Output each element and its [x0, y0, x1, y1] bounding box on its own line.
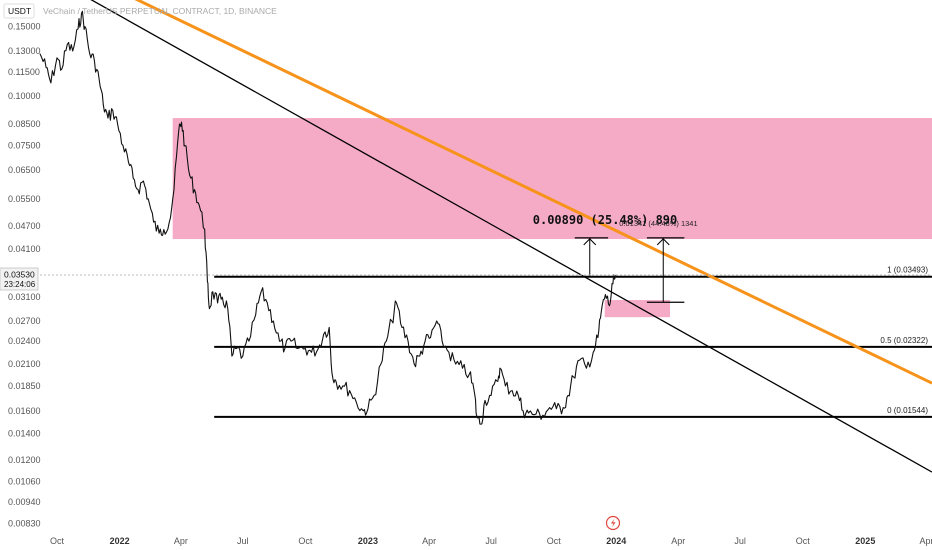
- trendline-1: [90, 0, 932, 473]
- measure-label-0: 0.00890 (25.48%) 890: [533, 213, 678, 227]
- measure-label-1: 0.01341 (44.48%) 1341: [619, 219, 697, 228]
- y-tick-13: 0.02100: [8, 359, 41, 369]
- y-tick-9: 0.04100: [8, 244, 41, 254]
- x-tick-1: 2022: [110, 536, 130, 546]
- currency-chip[interactable]: [3, 3, 35, 19]
- zones-layer: [172, 118, 932, 318]
- x-tick-6: Apr: [422, 536, 436, 546]
- x-axis: Oct 2022 Apr Jul Oct 2023 Apr Jul Oct 2024 Apr Jul O…: [50, 536, 932, 546]
- measure-arrow-0: [583, 238, 597, 246]
- y-tick-6: 0.06500: [8, 165, 41, 175]
- trendline-0: [134, 0, 932, 385]
- y-tick-19: 0.00940: [8, 497, 41, 507]
- y-tick-12: 0.02400: [8, 336, 41, 346]
- fib-label-2: 0 (0.01544): [887, 406, 928, 415]
- y-tick-17: 0.01200: [8, 455, 41, 465]
- price-tag-price: 0.03530: [4, 270, 35, 280]
- y-tick-20: 0.00830: [8, 519, 41, 529]
- price-tag: [0, 267, 39, 291]
- y-axis: 0.15000 0.13000 0.11500 0.10000 0.08500 0.075…: [8, 21, 41, 528]
- y-tick-4: 0.08500: [8, 119, 41, 129]
- fib-label-0: 1 (0.03493): [887, 266, 928, 275]
- y-tick-3: 0.10000: [8, 91, 41, 101]
- x-tick-2: Apr: [174, 536, 188, 546]
- trendlines-layer: [90, 0, 932, 473]
- y-tick-15: 0.01600: [8, 406, 41, 416]
- y-tick-16: 0.01400: [8, 429, 41, 439]
- supply-zone-0: [172, 118, 932, 240]
- price-series-layer: [39, 10, 617, 425]
- currency-label: USDT: [8, 6, 31, 16]
- y-tick-14: 0.01850: [8, 381, 41, 391]
- x-tick-7: Jul: [485, 536, 497, 546]
- x-tick-8: Oct: [547, 536, 562, 546]
- y-tick-8: 0.04700: [8, 221, 41, 231]
- price-tag-countdown: 23:24:06: [4, 280, 36, 289]
- y-tick-1: 0.13000: [8, 46, 41, 56]
- x-tick-5: 2023: [358, 536, 378, 546]
- x-tick-13: 2025: [855, 536, 875, 546]
- fib-levels-layer: 1 (0.03493) 0.5 (0.02322) 0 (0.01544): [214, 266, 932, 418]
- x-tick-3: Jul: [237, 536, 249, 546]
- y-tick-11: 0.02700: [8, 316, 41, 326]
- lightning-icon[interactable]: [605, 515, 621, 531]
- price-series-0: [39, 10, 617, 425]
- x-tick-11: Jul: [734, 536, 746, 546]
- fib-label-1: 0.5 (0.02322): [880, 336, 928, 345]
- x-tick-14: Apr: [920, 536, 932, 546]
- supply-zone-1: [604, 300, 671, 318]
- measure-arrow-1: [656, 238, 670, 246]
- x-tick-0: Oct: [50, 536, 65, 546]
- y-tick-5: 0.07500: [8, 141, 41, 151]
- y-tick-2: 0.11500: [8, 67, 40, 77]
- x-tick-12: Oct: [796, 536, 811, 546]
- x-tick-4: Oct: [298, 536, 313, 546]
- y-tick-7: 0.05500: [8, 194, 41, 204]
- x-tick-10: Apr: [671, 536, 685, 546]
- y-tick-10: 0.03100: [8, 292, 41, 302]
- x-tick-9: 2024: [606, 536, 626, 546]
- y-tick-18: 0.01060: [8, 477, 41, 487]
- y-tick-0: 0.15000: [8, 21, 41, 31]
- chart-title: VeChain / TetherUS PERPETUAL CONTRACT, 1…: [43, 6, 277, 16]
